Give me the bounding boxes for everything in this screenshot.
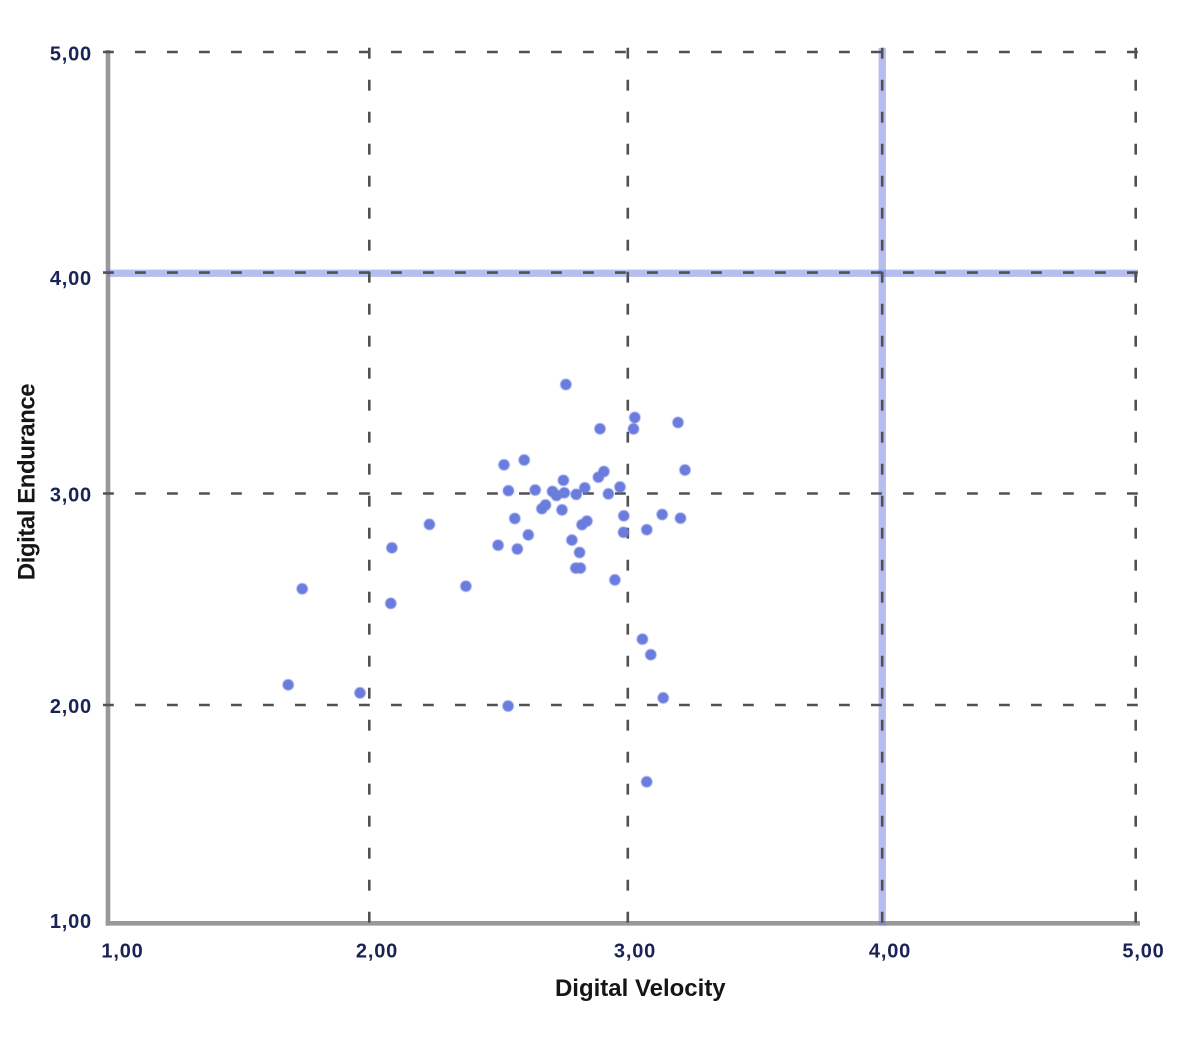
svg-text:5,00: 5,00 bbox=[1122, 941, 1164, 963]
svg-text:1,00: 1,00 bbox=[101, 941, 143, 963]
svg-text:Digital Endurance: Digital Endurance bbox=[14, 384, 41, 580]
svg-text:3,00: 3,00 bbox=[50, 484, 92, 506]
svg-text:5,00: 5,00 bbox=[50, 44, 92, 66]
svg-text:2,00: 2,00 bbox=[50, 696, 92, 718]
svg-text:4,00: 4,00 bbox=[50, 268, 92, 290]
svg-text:4,00: 4,00 bbox=[869, 941, 911, 963]
svg-text:Digital Velocity: Digital Velocity bbox=[555, 975, 726, 1002]
svg-text:2,00: 2,00 bbox=[356, 941, 398, 963]
svg-text:3,00: 3,00 bbox=[614, 941, 656, 963]
svg-text:1,00: 1,00 bbox=[50, 911, 92, 933]
